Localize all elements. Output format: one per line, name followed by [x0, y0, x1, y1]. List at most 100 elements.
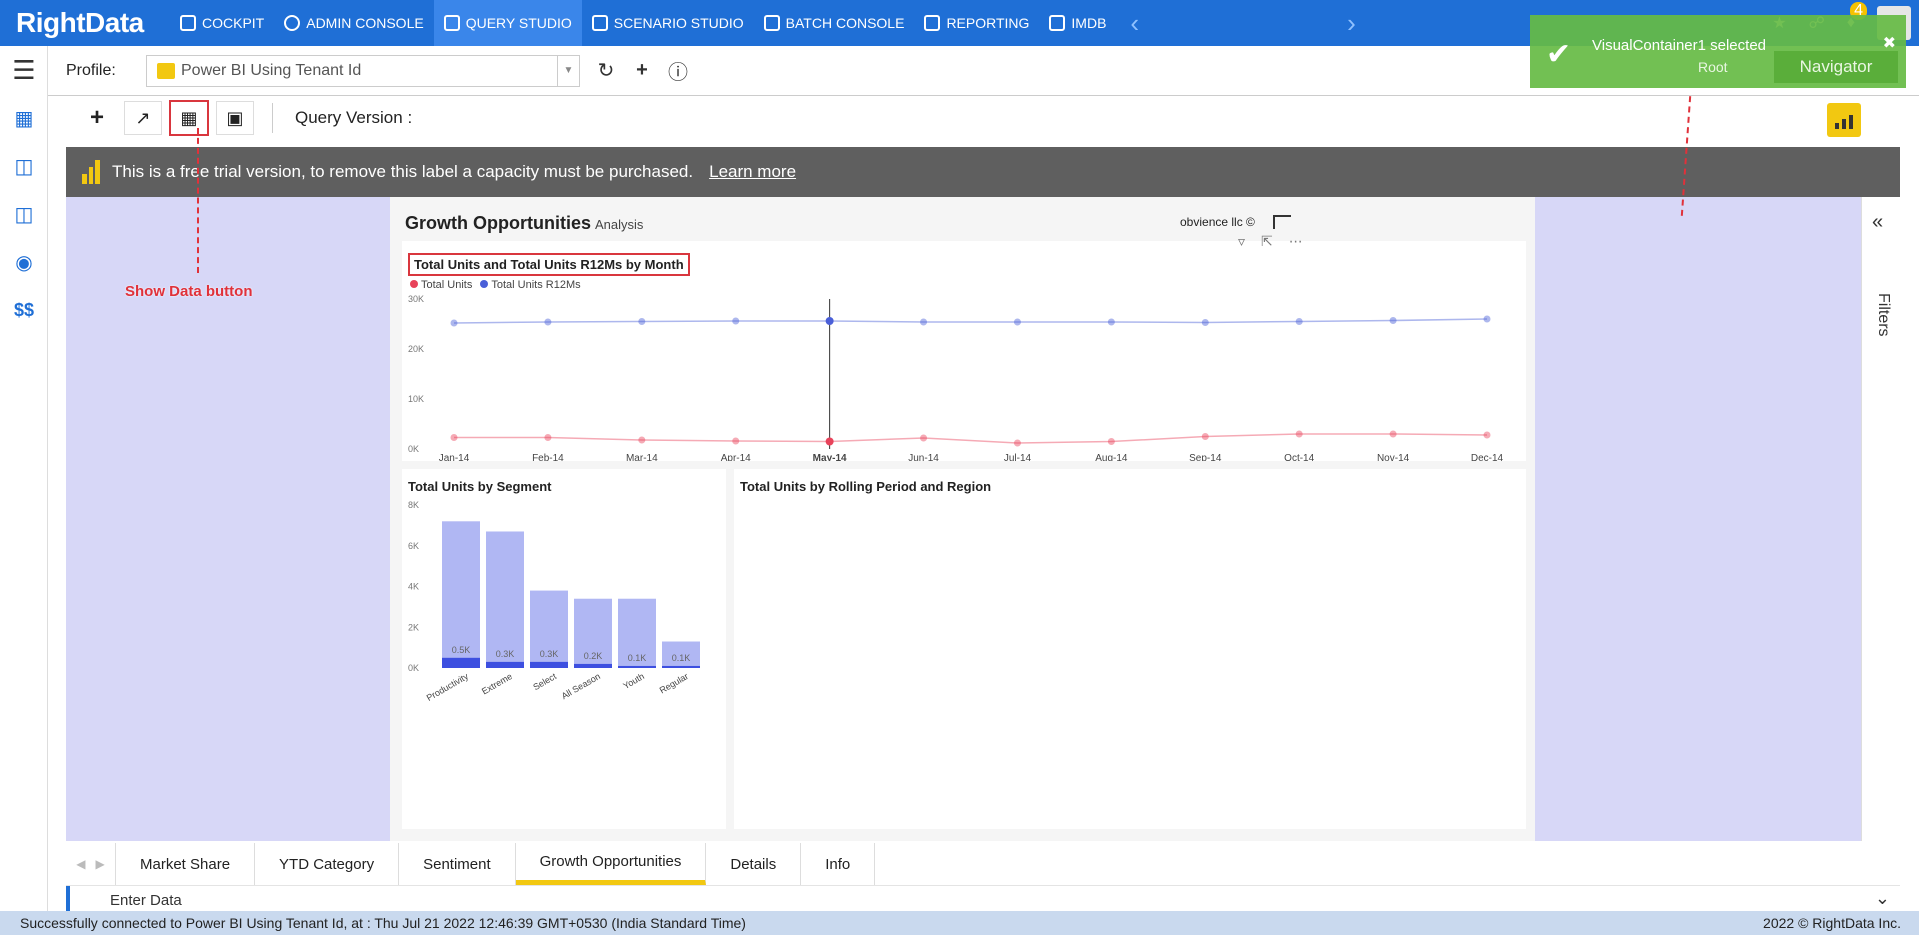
- bar: [574, 598, 612, 668]
- nav-batch-console[interactable]: BATCH CONSOLE: [754, 0, 915, 46]
- hamburger-menu-icon[interactable]: ☰: [12, 54, 36, 85]
- collapse-icon[interactable]: «: [1872, 211, 1884, 233]
- profile-select[interactable]: Power BI Using Tenant Id ▼: [146, 54, 580, 87]
- report-title: Growth Opportunities Analysis: [405, 213, 644, 233]
- x-tick-label: Select: [531, 671, 558, 692]
- status-bar: Successfully connected to Power BI Using…: [0, 911, 1919, 935]
- nav-imdb[interactable]: IMDB: [1039, 0, 1116, 46]
- nav-reporting[interactable]: REPORTING: [914, 0, 1039, 46]
- data-point: [1107, 318, 1115, 326]
- expand-icon[interactable]: ⇱: [1261, 233, 1273, 249]
- info-icon[interactable]: ⓘ: [668, 62, 688, 84]
- add-button[interactable]: +: [78, 101, 116, 135]
- nav-query-studio[interactable]: QUERY STUDIO: [433, 0, 582, 46]
- chevron-right-icon[interactable]: ▶: [95, 857, 105, 871]
- enter-data-label: Enter Data: [110, 892, 182, 909]
- data-label: 0.3K: [496, 649, 515, 659]
- show-data-annotation: Show Data button: [125, 283, 253, 300]
- data-point: [1483, 315, 1491, 323]
- tab-sentiment[interactable]: Sentiment: [399, 843, 516, 885]
- focus-corner-icon[interactable]: [1273, 215, 1291, 229]
- save-button[interactable]: ▣: [216, 101, 254, 135]
- data-point: [1107, 438, 1115, 445]
- chevron-down-icon[interactable]: ⌄: [1874, 888, 1890, 908]
- trial-banner-text: This is a free trial version, to remove …: [112, 162, 694, 181]
- tab-ytd-category[interactable]: YTD Category: [255, 843, 400, 885]
- nav-next-arrow-icon[interactable]: ›: [1347, 7, 1356, 38]
- dollars-icon[interactable]: $$: [13, 299, 35, 320]
- legend-item[interactable]: Total Units: [410, 279, 472, 291]
- nav-label: REPORTING: [946, 15, 1030, 31]
- profile-label: Profile:: [66, 61, 116, 79]
- y-tick-label: 10K: [408, 394, 424, 404]
- tab-details[interactable]: Details: [706, 843, 802, 885]
- bar-selected: [442, 657, 480, 668]
- app-logo: RightData: [16, 7, 144, 38]
- data-point: [825, 317, 834, 325]
- series-line: [453, 318, 1488, 324]
- toolbar-divider: [272, 103, 273, 133]
- data-point: [450, 434, 458, 441]
- line-chart-title: Total Units and Total Units R12Ms by Mon…: [408, 253, 690, 276]
- calendar-icon[interactable]: ▦: [14, 107, 34, 130]
- copyright: 2022 © RightData Inc.: [1763, 915, 1901, 931]
- more-options-icon[interactable]: ⋯: [1288, 233, 1303, 249]
- bar: [662, 641, 700, 668]
- x-tick-label: Oct-14: [1284, 453, 1314, 461]
- y-tick-label: 2K: [408, 622, 419, 632]
- report-margin-right: [1535, 197, 1861, 841]
- table-add-icon[interactable]: ◫: [14, 155, 34, 178]
- filters-pane[interactable]: « Filters: [1861, 197, 1900, 841]
- report-tabs: ◀ ▶ Market Share YTD Category Sentiment G…: [66, 843, 1900, 886]
- bar: [442, 521, 480, 668]
- data-point: [638, 436, 646, 444]
- visual-header-icons: ▿ ⇱ ⋯: [1238, 233, 1303, 250]
- tab-info[interactable]: Info: [801, 843, 876, 885]
- x-tick-label: May-14: [813, 453, 847, 461]
- x-tick-label: Mar-14: [626, 453, 658, 461]
- learn-more-link[interactable]: Learn more: [709, 162, 797, 181]
- x-tick-label: Jan-14: [439, 453, 470, 461]
- data-point: [1483, 431, 1491, 439]
- nav-prev-arrow-icon[interactable]: ‹: [1130, 7, 1140, 38]
- data-label: 0.2K: [584, 651, 603, 661]
- data-compare-icon[interactable]: ◉: [15, 251, 33, 274]
- region-table-visual[interactable]: Total Units by Rolling Period and Region: [734, 469, 1526, 829]
- nav-scenario-studio[interactable]: SCENARIO STUDIO: [582, 0, 754, 46]
- refresh-icon[interactable]: ↻: [597, 60, 615, 82]
- chevron-down-icon[interactable]: ▼: [557, 55, 579, 86]
- nav-cockpit[interactable]: COCKPIT: [170, 0, 274, 46]
- chevron-left-icon[interactable]: ◀: [76, 857, 86, 871]
- bar-chart-plot: 0K 2K 4K 6K 8K 0.5K Productivity 0.3K Extreme 0.3…: [408, 500, 700, 703]
- x-tick-label: Jul-14: [1004, 453, 1032, 461]
- show-data-button[interactable]: ▦: [169, 100, 209, 136]
- tab-market-share[interactable]: Market Share: [116, 843, 256, 885]
- bar-chart-visual[interactable]: Total Units by Segment 0K 2K 4K 6K 8K 0.5K Pro…: [402, 469, 726, 829]
- filters-label: Filters: [1875, 293, 1892, 337]
- chart-button[interactable]: ↗: [124, 101, 162, 135]
- database-icon[interactable]: ◫: [14, 203, 34, 226]
- root-button[interactable]: Root: [1698, 59, 1728, 75]
- bar: [618, 598, 656, 668]
- profile-value: Power BI Using Tenant Id: [181, 61, 362, 79]
- data-point: [732, 317, 740, 325]
- tab-growth-opportunities[interactable]: Growth Opportunities: [515, 843, 707, 885]
- line-chart-icon: ↗: [135, 107, 151, 128]
- x-tick-label: Aug-14: [1095, 453, 1128, 461]
- nav-label: ADMIN CONSOLE: [306, 15, 424, 31]
- data-point: [1389, 430, 1397, 438]
- close-icon[interactable]: ✖: [1882, 35, 1896, 52]
- trial-banner: This is a free trial version, to remove …: [66, 147, 1900, 197]
- data-label: 0.1K: [628, 653, 647, 663]
- line-chart-visual[interactable]: Total Units and Total Units R12Ms by Mon…: [402, 233, 1526, 461]
- navigator-button[interactable]: Navigator: [1774, 51, 1898, 83]
- nav-admin-console[interactable]: ADMIN CONSOLE: [274, 0, 433, 46]
- filter-icon[interactable]: ▿: [1238, 233, 1246, 249]
- plus-icon: +: [89, 104, 104, 131]
- enter-data-section[interactable]: Enter Data ⌄: [66, 886, 1900, 911]
- add-icon[interactable]: +: [636, 59, 648, 81]
- legend-item[interactable]: Total Units R12Ms: [480, 279, 580, 291]
- powerbi-report-icon[interactable]: [1827, 103, 1861, 137]
- y-tick-label: 0K: [408, 444, 419, 454]
- data-point: [920, 318, 928, 326]
